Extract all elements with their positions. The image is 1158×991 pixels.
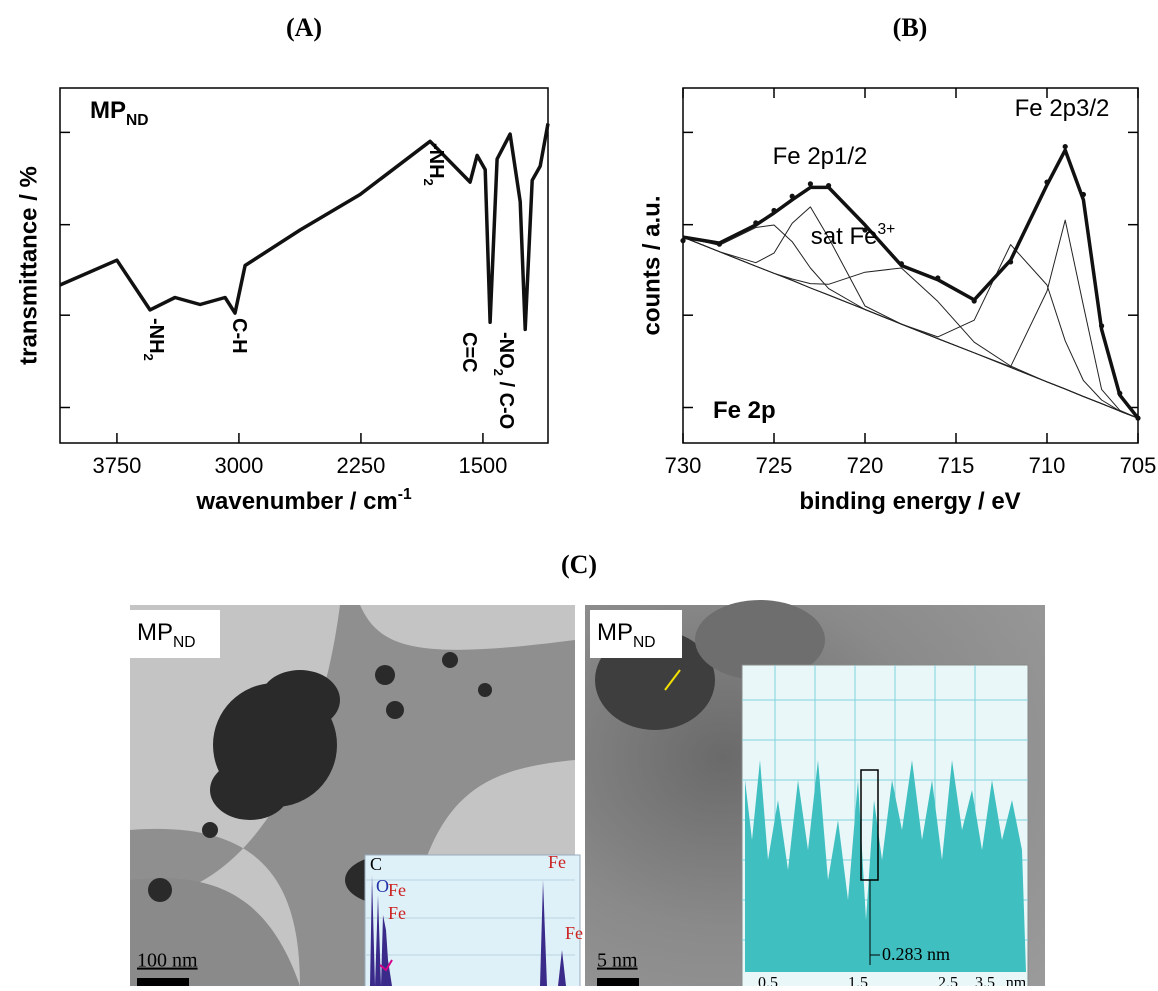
panel-sample-label-part: Fe 2p — [713, 397, 776, 424]
annotation-part: Fe 2p3/2 — [1015, 95, 1110, 122]
x-tick-label: 720 — [847, 453, 884, 478]
data-point — [1117, 390, 1123, 396]
annotation-part: / C-O — [495, 376, 517, 429]
x-tick-label: 705 — [1120, 453, 1157, 478]
x-tick-label: 725 — [756, 453, 793, 478]
annotation-part: 2 — [141, 354, 156, 361]
edx-peak-label: Fe — [388, 880, 406, 900]
annotation-part: -NH — [425, 143, 447, 179]
y-axis-label: counts / a.u. — [638, 195, 665, 335]
data-line — [682, 224, 1139, 419]
annotation: C=C — [458, 332, 480, 373]
annotation: -NH2 — [421, 143, 447, 186]
x-axis-label-part: wavenumber / cm — [195, 488, 397, 515]
annotation-part: 2 — [491, 369, 506, 376]
panel-label: (C) — [561, 550, 597, 579]
data-point — [771, 207, 777, 214]
annotation-part: sat Fe — [811, 223, 878, 250]
annotation: sat Fe3+ — [811, 221, 895, 251]
data-point — [862, 227, 868, 233]
profile-inset — [741, 664, 1029, 991]
data-point — [1099, 323, 1105, 329]
x-tick-label: 715 — [938, 453, 975, 478]
data-point — [1044, 179, 1050, 185]
annotation: -NO2 / C-O — [491, 332, 517, 429]
sample-label-part: MP — [597, 619, 633, 646]
annotation-part: C-H — [228, 318, 250, 354]
data-point — [1135, 415, 1141, 421]
data-point — [826, 183, 832, 189]
annotation: Fe 2p1/2 — [773, 143, 868, 170]
sample-label: MPND — [137, 619, 196, 650]
sample-label-part: MP — [137, 619, 173, 646]
data-point — [1062, 143, 1068, 150]
edx-peak-label: O — [376, 876, 389, 896]
scale-bar — [137, 978, 189, 986]
edx-peak-label: C — [370, 854, 382, 874]
profile-tick-label: 3.5 — [975, 975, 995, 986]
x-axis-label-part: -1 — [398, 486, 412, 503]
y-axis-label: transmittance / % — [15, 166, 42, 365]
data-line — [59, 123, 550, 332]
data-point — [716, 241, 723, 247]
x-tick-label: 1500 — [458, 453, 507, 478]
annotation: C-H — [228, 318, 250, 354]
data-point — [898, 261, 905, 267]
profile-tick-label: 2.5 — [938, 975, 958, 986]
plot-frame — [682, 87, 1139, 444]
annotation-part: -NH — [145, 318, 167, 354]
panel-label: (A) — [286, 13, 322, 42]
sample-label-part: ND — [633, 634, 656, 651]
annotation-part: -NO — [495, 332, 517, 369]
data-point — [680, 238, 686, 244]
data-point — [789, 193, 795, 199]
panel-label: (B) — [893, 13, 928, 42]
annotation: Fe 2p3/2 — [1015, 95, 1110, 122]
x-axis-label: binding energy / eV — [799, 488, 1020, 515]
plot-frame — [59, 87, 549, 444]
profile-tick-label: 1.5 — [848, 975, 868, 986]
x-tick-label: 2250 — [336, 453, 385, 478]
x-axis-label: wavenumber / cm-1 — [195, 486, 412, 516]
data-line — [682, 206, 1139, 419]
x-tick-label: 730 — [665, 453, 702, 478]
panel-sample-label-part: MP — [90, 97, 126, 124]
annotation-part: C=C — [458, 332, 480, 373]
data-point — [1008, 259, 1014, 265]
x-axis-label-part: binding energy / eV — [799, 488, 1020, 515]
sample-label: MPND — [597, 619, 656, 650]
annotation-part: 3+ — [877, 221, 895, 238]
panel-sample-label: MPND — [90, 97, 149, 128]
scale-bar — [597, 978, 639, 986]
data-line — [682, 148, 1140, 420]
x-tick-label: 3750 — [92, 453, 141, 478]
scale-bar-label: 100 nm — [137, 950, 198, 972]
profile-tick-label: 0.5 — [758, 975, 778, 986]
x-tick-label: 710 — [1029, 453, 1066, 478]
annotation-part: Fe 2p1/2 — [773, 143, 868, 170]
edx-peak-label: Fe — [565, 923, 583, 943]
panel-sample-label: Fe 2p — [713, 397, 776, 424]
edx-peak-label: Fe — [388, 903, 406, 923]
data-point — [753, 220, 759, 226]
data-point — [807, 181, 814, 187]
data-point — [1080, 191, 1086, 198]
annotation-part: 2 — [421, 179, 436, 186]
data-point — [935, 275, 941, 281]
sample-label-part: ND — [173, 634, 196, 651]
data-line — [682, 219, 1139, 419]
profile-annotation: 0.283 nm — [882, 944, 950, 964]
x-tick-label: 3000 — [214, 453, 263, 478]
scale-bar-label: 5 nm — [597, 950, 638, 972]
data-point — [971, 298, 977, 304]
annotation: -NH2 — [141, 318, 167, 361]
edx-peak-label: Fe — [548, 852, 566, 872]
profile-tick-label: nm — [1006, 975, 1027, 986]
panel-sample-label-part: ND — [126, 112, 149, 129]
edx-inset — [364, 854, 581, 991]
